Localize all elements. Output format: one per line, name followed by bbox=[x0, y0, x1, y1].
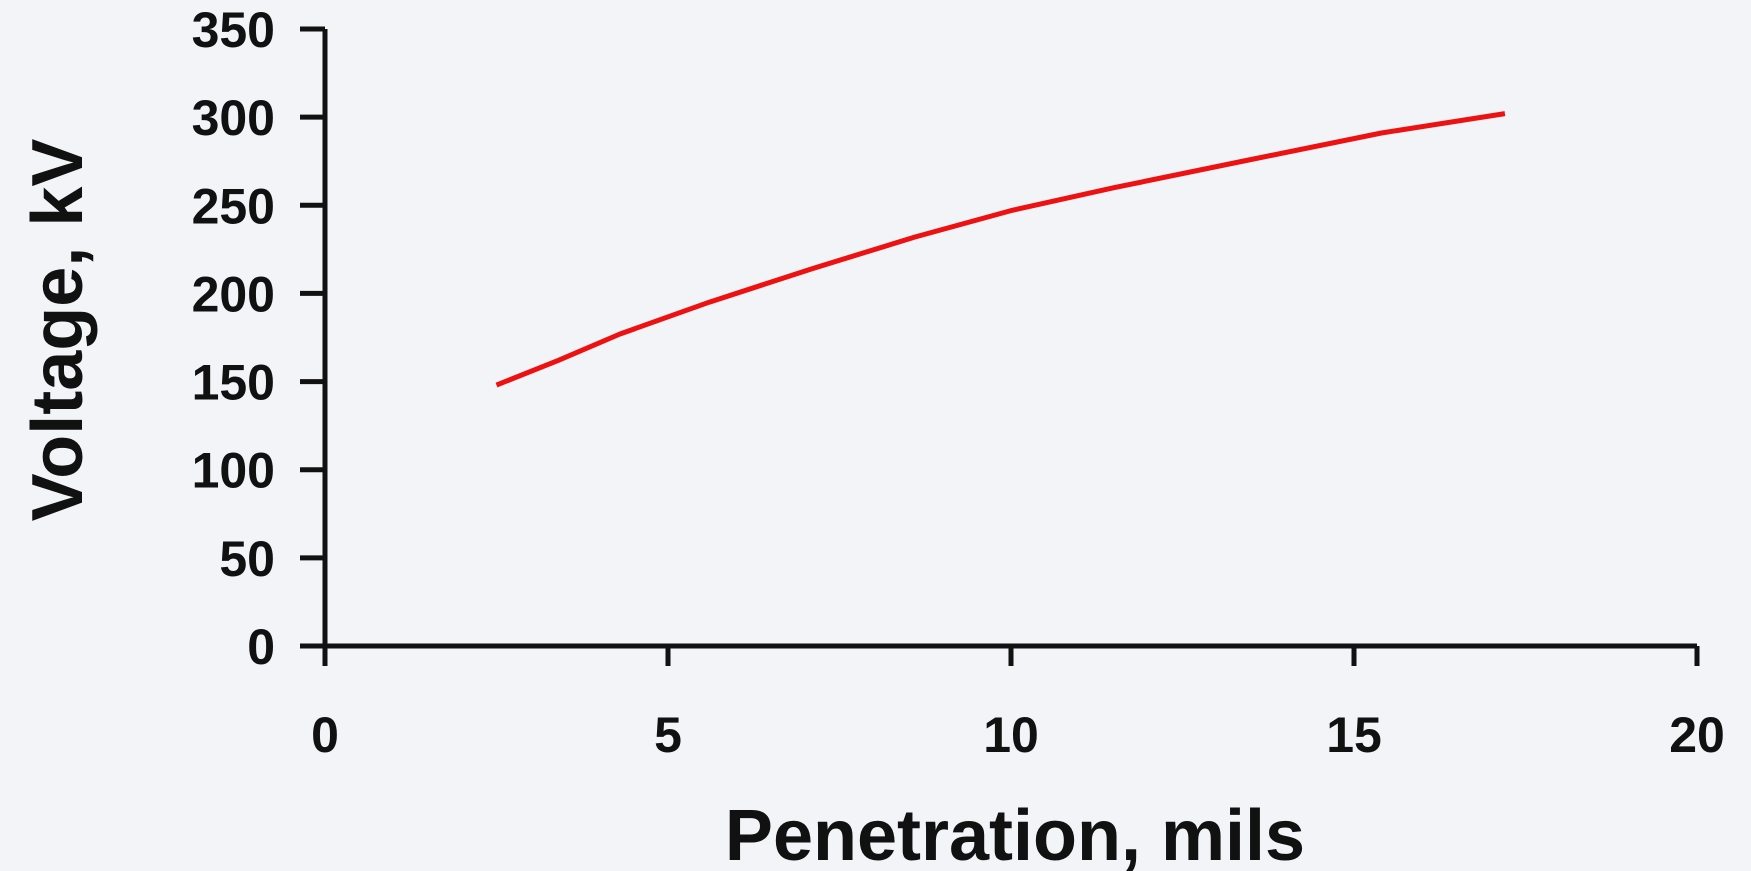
y-tick-label: 300 bbox=[192, 90, 275, 146]
series-line-0 bbox=[495, 111, 1506, 388]
x-tick-labels: 0 5 10 15 20 bbox=[311, 707, 1725, 763]
y-tick-labels: 0 50 100 150 200 250 300 350 bbox=[192, 2, 275, 675]
y-tick-label: 150 bbox=[192, 355, 275, 411]
y-tick-label: 250 bbox=[192, 178, 275, 234]
x-axis-title: Penetration, mils bbox=[725, 796, 1305, 871]
y-tick-label: 200 bbox=[192, 266, 275, 322]
x-tick-label: 5 bbox=[654, 707, 682, 763]
x-tick-label: 20 bbox=[1669, 707, 1725, 763]
axis-ticks bbox=[300, 26, 1700, 666]
y-tick-label: 50 bbox=[219, 531, 275, 587]
y-tick-label: 350 bbox=[192, 2, 275, 58]
y-axis-title: Voltage, kV bbox=[18, 139, 98, 522]
series-layer bbox=[495, 111, 1506, 388]
y-tick-label: 0 bbox=[247, 619, 275, 675]
x-tick-label: 15 bbox=[1326, 707, 1382, 763]
y-tick-label: 100 bbox=[192, 443, 275, 499]
x-tick-label: 0 bbox=[311, 707, 339, 763]
x-tick-label: 10 bbox=[983, 707, 1039, 763]
